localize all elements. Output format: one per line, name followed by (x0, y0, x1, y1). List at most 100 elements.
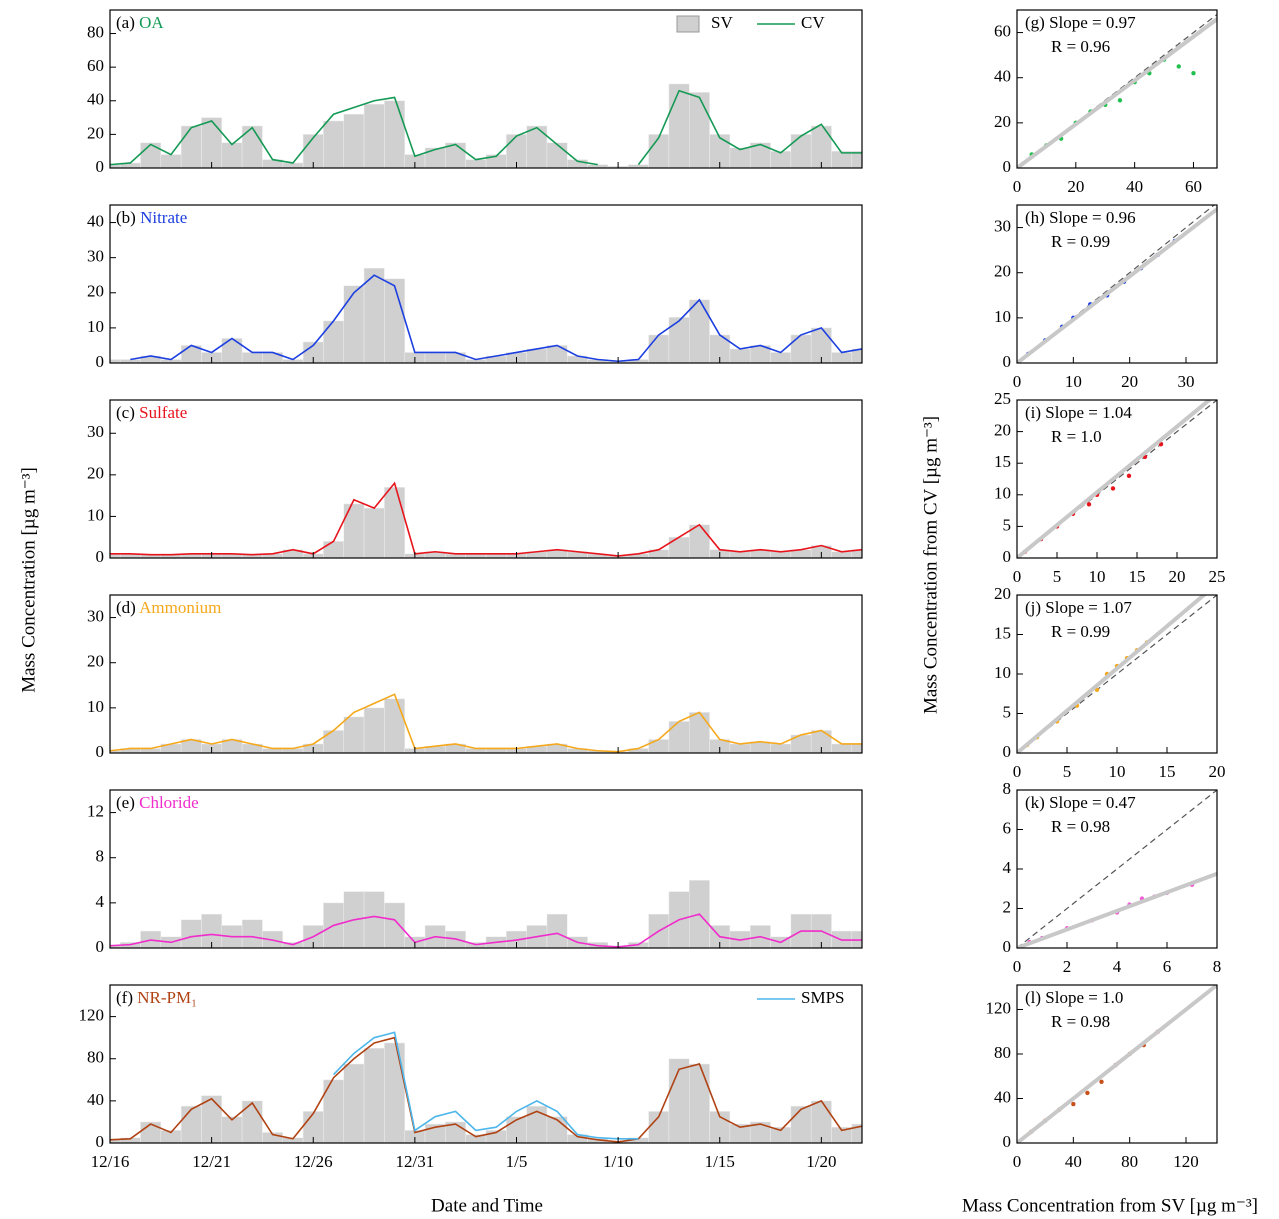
series-line (332, 1031, 639, 1140)
series-line (130, 274, 862, 363)
y-tick-label: 10 (994, 484, 1011, 503)
plot-frame (1016, 789, 1218, 949)
fit-line (1017, 595, 1208, 753)
x-tick-label: 10 (1109, 762, 1126, 781)
point (1126, 473, 1132, 479)
sv-bar (729, 743, 751, 753)
y-tick-label: 10 (994, 307, 1011, 326)
y-tick-label: 40 (994, 1087, 1011, 1106)
sv-bar (790, 334, 812, 363)
plot-area (110, 693, 862, 753)
scatter-y-label: Mass Concentration from CV [µg m⁻³] (920, 416, 941, 714)
sv-bar (160, 154, 182, 168)
sv-bar (384, 1042, 405, 1143)
plot-area (1017, 14, 1217, 168)
y-tick-label: 0 (96, 352, 105, 371)
plot-area (1017, 205, 1217, 363)
x-tick-label: 15 (1159, 762, 1176, 781)
point (1110, 486, 1116, 491)
panel-letter: (e) (116, 793, 135, 812)
x-tick-label: 0 (1013, 372, 1022, 391)
slope-text: Slope = 0.47 (1049, 793, 1136, 812)
x-tick-label: 1/20 (806, 1152, 836, 1171)
scatter-x-label: Mass Concentration from SV [µg m⁻³] (962, 1195, 1258, 1216)
x-tick-label: 4 (1113, 957, 1122, 976)
sv-bar (384, 487, 405, 558)
sv-bar (688, 712, 710, 753)
plot-frame (1016, 984, 1218, 1144)
y-tick-label: 5 (1003, 515, 1012, 534)
panel-title: (b) Nitrate (116, 208, 187, 227)
sv-bar (749, 741, 771, 753)
panel-letter: (k) (1025, 793, 1045, 812)
y-tick-label: 30 (87, 606, 104, 625)
series-line (110, 89, 862, 166)
plot-area (110, 267, 862, 363)
sv-bar (323, 320, 344, 363)
x-tick-label: 12/21 (192, 1152, 231, 1171)
y-tick-label: 40 (994, 67, 1011, 86)
y-tick-label: 20 (87, 464, 104, 483)
legend-label: CV (801, 13, 825, 32)
plot-area (110, 1031, 862, 1143)
fit-line (1017, 207, 1217, 363)
x-tick-label: 20 (1209, 762, 1226, 781)
species-name: Ammonium (139, 598, 221, 617)
sv-bar (831, 352, 853, 363)
slope-annotation: (j) Slope = 1.07 (1025, 598, 1132, 617)
x-tick-label: 80 (1121, 1152, 1138, 1171)
x-tick-label: 5 (1053, 567, 1062, 586)
y-tick-label: 5 (1003, 702, 1012, 721)
sv-bar (445, 352, 466, 363)
panel-letter: (f) (116, 988, 133, 1007)
y-tick-label: 25 (994, 389, 1011, 408)
slope-annotation: (h) Slope = 0.96 (1025, 208, 1136, 227)
point (1176, 64, 1181, 69)
r-annotation: R = 1.0 (1051, 427, 1102, 446)
fit-line (1017, 400, 1213, 558)
panel-letter: (h) (1025, 208, 1045, 227)
y-tick-label: 20 (87, 123, 104, 142)
x-tick-label: 10 (1089, 567, 1106, 586)
one-to-one-line (1017, 790, 1217, 948)
y-tick-label: 15 (994, 623, 1011, 642)
slope-text: Slope = 0.97 (1049, 13, 1136, 32)
y-tick-label: 80 (87, 1048, 104, 1067)
r-annotation: R = 0.96 (1051, 37, 1110, 56)
x-tick-label: 0 (1013, 177, 1022, 196)
plot-frame (109, 204, 863, 364)
y-tick-label: 40 (87, 1090, 104, 1109)
plot-frame (1016, 204, 1218, 364)
point (1085, 1090, 1090, 1096)
sv-bar (688, 299, 710, 363)
sv-bar (323, 730, 344, 753)
sv-bar (567, 159, 588, 168)
sv-bar (221, 142, 243, 168)
panel-letter: (g) (1025, 13, 1045, 32)
slope-annotation: (k) Slope = 0.47 (1025, 793, 1136, 812)
y-tick-label: 80 (994, 1043, 1011, 1062)
plot-frame (109, 789, 863, 949)
sv-bar (363, 891, 385, 948)
point (1117, 98, 1123, 103)
sv-bar (363, 103, 385, 168)
panel-letter: (c) (116, 403, 135, 422)
point (1191, 71, 1196, 76)
sv-bar (688, 1063, 710, 1143)
sv-bar (424, 352, 446, 363)
sv-bar (668, 1058, 690, 1143)
x-tick-label: 10 (1065, 372, 1082, 391)
sv-bar (343, 285, 365, 363)
sv-bar (221, 338, 243, 363)
sv-bar (343, 503, 365, 558)
y-tick-label: 20 (994, 421, 1011, 440)
plot-area (1017, 790, 1217, 948)
y-tick-label: 10 (87, 697, 104, 716)
sv-bar (180, 1105, 202, 1143)
y-tick-label: 30 (87, 422, 104, 441)
series-line (110, 1036, 862, 1143)
sv-bar (140, 142, 162, 168)
y-tick-label: 12 (87, 801, 104, 820)
panel-title: (d) Ammonium (116, 598, 221, 617)
y-tick-label: 60 (994, 21, 1011, 40)
